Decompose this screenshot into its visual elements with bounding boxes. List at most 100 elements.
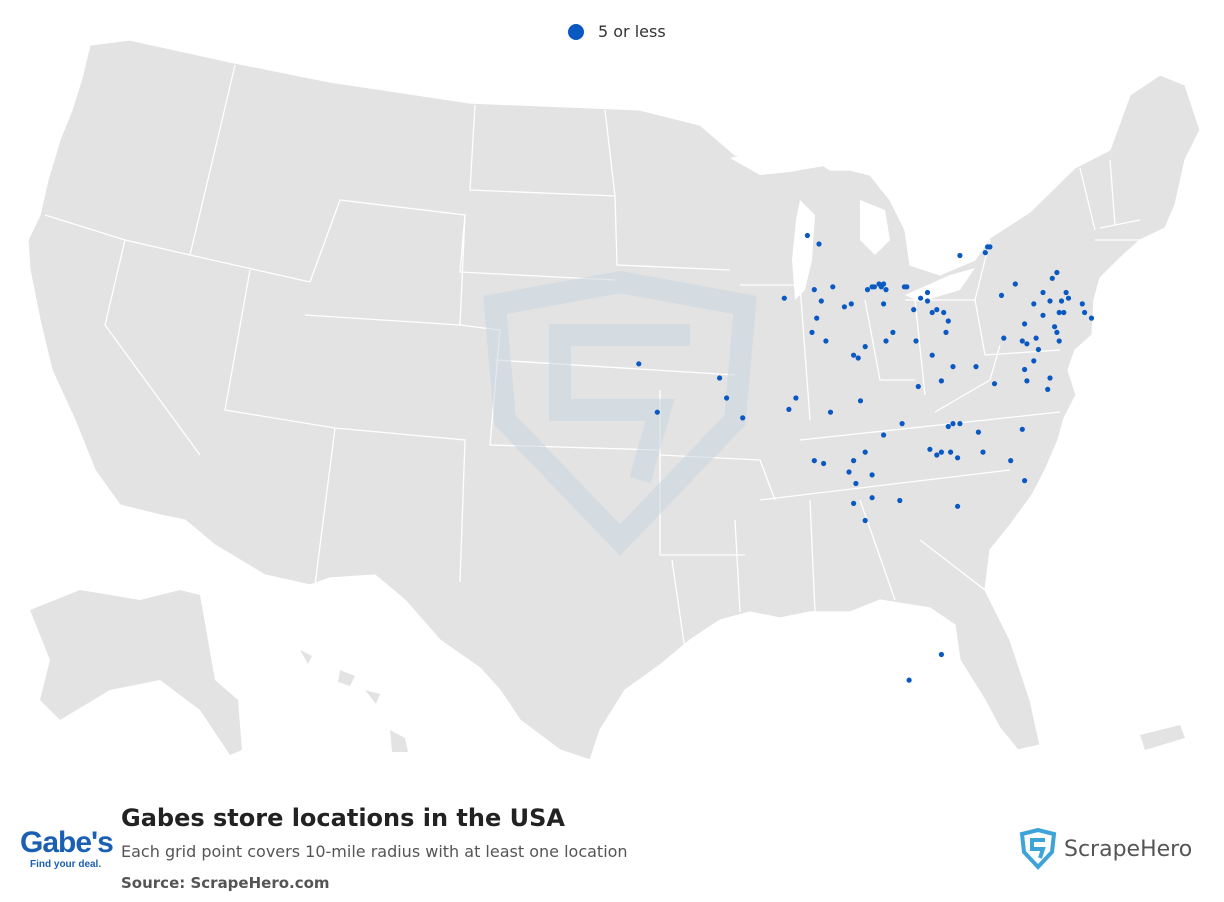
location-point [862,449,868,455]
location-point [975,429,982,435]
location-point [911,307,917,313]
gabes-logo-text: Gabe's [20,826,114,859]
location-point [904,284,910,290]
location-point [851,352,857,358]
location-point [816,241,822,247]
location-point [1065,295,1072,301]
location-point [991,381,998,387]
location-point [786,406,792,412]
location-point [830,284,836,290]
location-point [740,415,746,421]
location-point [955,455,961,461]
location-point [804,232,811,239]
location-point [1088,315,1095,321]
location-point [897,497,903,504]
location-point [1001,335,1007,341]
location-point [1022,366,1028,373]
source-note: Source: ScrapeHero.com [121,874,330,892]
location-point [957,252,963,259]
lake-michigan [792,200,815,300]
location-points [636,232,1095,683]
location-point [1031,358,1037,364]
location-point [862,517,868,524]
map-title: Gabes store locations in the USA [121,804,565,832]
location-point [809,329,815,335]
location-point [934,307,940,313]
location-point [881,432,887,438]
location-point [941,309,947,316]
location-point [862,344,868,350]
location-point [1040,289,1046,296]
gabes-logo-tagline: Find your deal. [30,859,102,870]
location-point [1056,338,1062,344]
location-point [811,458,817,464]
location-point [881,281,887,287]
location-point [821,460,827,467]
location-point [950,364,956,370]
location-point [1012,281,1018,287]
location-point [1022,478,1028,484]
location-point [945,423,951,430]
location-point [636,361,642,367]
location-point [717,375,723,381]
location-point [841,304,848,310]
location-point [1052,324,1058,330]
location-point [1031,301,1037,307]
location-point [864,287,871,293]
location-point [938,651,945,658]
gabes-logo: Gabe's Find your deal. [20,826,114,871]
alaska-inset [30,590,242,755]
location-point [1024,378,1030,384]
location-point [1061,309,1067,316]
location-point [938,449,945,455]
location-point [945,318,951,324]
location-point [918,295,924,301]
location-point [957,421,963,427]
location-point [973,364,979,370]
location-point [1022,321,1028,327]
location-point [883,338,889,344]
lake-erie [905,268,975,302]
location-point [899,421,905,427]
scrapehero-shield-icon [1019,828,1057,870]
location-point [890,329,896,335]
location-point [1063,289,1069,296]
location-point [846,469,852,475]
lake-superior [730,148,830,175]
scrapehero-logo-text: ScrapeHero [1064,836,1193,862]
location-point [913,338,919,344]
location-point [980,449,986,455]
location-point [855,355,861,361]
location-point [724,395,730,401]
location-point [1058,298,1065,304]
location-point [987,244,993,250]
location-point [938,378,945,384]
location-point [950,421,956,427]
location-point [1008,458,1014,464]
location-point [924,298,931,304]
location-point [929,309,935,316]
location-point [1054,329,1060,335]
location-point [998,292,1005,298]
location-point [1047,298,1053,304]
puerto-rico-inset [1140,725,1185,750]
location-point [848,301,854,307]
location-point [1035,346,1041,353]
location-point [924,289,931,296]
hawaii-inset [300,650,408,752]
location-point [811,287,817,293]
location-point [823,338,829,344]
location-point [927,446,933,452]
location-point [1056,309,1062,316]
location-point [1033,335,1039,341]
location-point [881,301,887,307]
location-point [1082,309,1088,316]
location-point [851,500,857,506]
location-point [1024,341,1030,347]
location-point [1019,338,1025,344]
state-borders [44,64,1141,651]
location-point [955,503,961,509]
map-subtitle: Each grid point covers 10-mile radius wi… [121,842,628,861]
location-point [857,398,864,404]
